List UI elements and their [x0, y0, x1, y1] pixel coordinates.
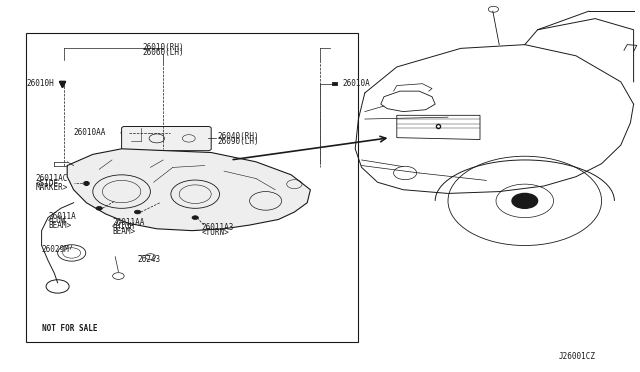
- FancyBboxPatch shape: [122, 126, 211, 151]
- Text: 26060(LH): 26060(LH): [142, 48, 184, 57]
- Text: <HIGH: <HIGH: [112, 222, 135, 231]
- Circle shape: [96, 206, 102, 210]
- Text: <SIDE: <SIDE: [35, 179, 58, 187]
- Circle shape: [134, 210, 141, 214]
- Text: J26001CZ: J26001CZ: [558, 352, 595, 361]
- Text: NOT FOR SALE: NOT FOR SALE: [42, 324, 97, 333]
- Bar: [26, 33, 358, 342]
- Text: 26010AA: 26010AA: [74, 128, 106, 137]
- Circle shape: [512, 193, 538, 208]
- Text: 26011A: 26011A: [48, 212, 76, 221]
- Text: BEAM>: BEAM>: [48, 221, 71, 230]
- Text: 26090(LH): 26090(LH): [218, 137, 259, 146]
- Text: 26010A: 26010A: [342, 79, 370, 88]
- Text: 26010H: 26010H: [27, 79, 54, 88]
- Text: 26011AC: 26011AC: [35, 174, 68, 183]
- Polygon shape: [67, 149, 310, 231]
- Text: <TURN>: <TURN>: [202, 228, 229, 237]
- Bar: [332, 82, 337, 85]
- Text: <LOW: <LOW: [48, 217, 67, 225]
- Text: 26040(RH): 26040(RH): [218, 132, 259, 141]
- Text: 26010(RH): 26010(RH): [142, 43, 184, 52]
- Text: BEAM>: BEAM>: [112, 227, 135, 236]
- Text: 26011A3: 26011A3: [202, 223, 234, 232]
- Text: 26011AA: 26011AA: [112, 218, 145, 227]
- Text: MARKER>: MARKER>: [35, 183, 68, 192]
- Text: 26029M: 26029M: [42, 245, 69, 254]
- Text: 26243: 26243: [138, 255, 161, 264]
- Circle shape: [192, 216, 198, 219]
